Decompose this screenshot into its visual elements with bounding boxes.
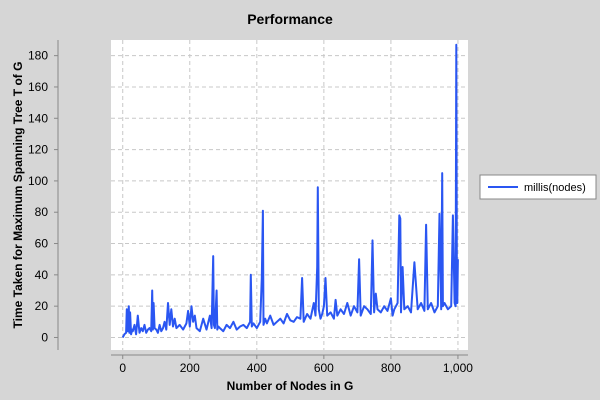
x-tick-label: 400 (247, 361, 267, 375)
y-tick-label: 60 (35, 237, 49, 251)
x-axis-label: Number of Nodes in G (227, 379, 354, 393)
y-tick-label: 0 (41, 330, 48, 344)
x-tick-label: 600 (314, 361, 334, 375)
legend: millis(nodes) (479, 174, 597, 200)
y-tick-label: 100 (28, 174, 48, 188)
series-line-millis (121, 43, 459, 338)
y-tick-label: 40 (35, 268, 49, 282)
x-axis-ticks: 0 200 400 600 800 1,000 (119, 355, 473, 375)
y-tick-label: 120 (28, 143, 48, 157)
y-tick-label: 140 (28, 111, 48, 125)
y-tick-label: 180 (28, 49, 48, 63)
y-tick-label: 20 (35, 299, 49, 313)
y-axis-ticks: 0 20 40 60 80 100 120 140 160 180 (28, 49, 58, 344)
plot-area (111, 40, 468, 350)
x-tick-label: 1,000 (443, 361, 473, 375)
y-tick-label: 80 (35, 205, 49, 219)
series-lines (121, 43, 459, 338)
x-tick-label: 200 (180, 361, 200, 375)
legend-label: millis(nodes) (524, 182, 586, 194)
x-tick-label: 0 (119, 361, 126, 375)
x-tick-label: 800 (381, 361, 401, 375)
y-axis-label: Time Taken for Maximum Spanning Tree T o… (11, 62, 25, 329)
chart-title: Performance (247, 11, 333, 27)
y-tick-label: 160 (28, 80, 48, 94)
